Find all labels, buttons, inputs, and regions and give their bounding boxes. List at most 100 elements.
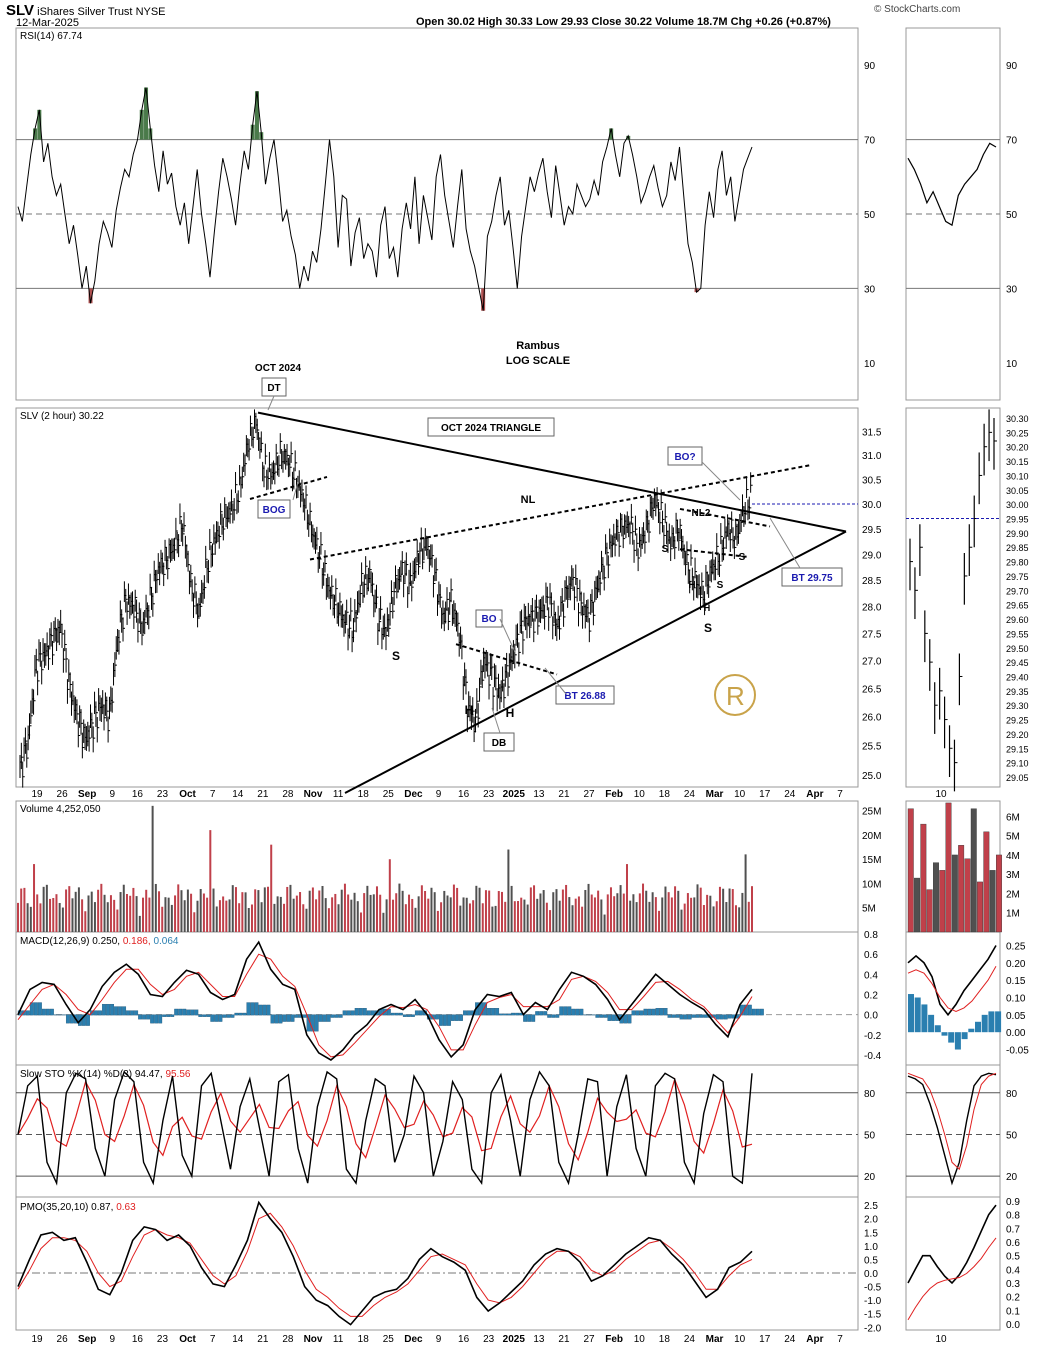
macd-histogram-bar [290, 1014, 295, 1022]
x-tick-label: 16 [458, 1334, 470, 1345]
pmo-y-tick: 1.0 [864, 1242, 878, 1253]
macd-histogram-bar [671, 1014, 676, 1018]
volume-bar [231, 885, 234, 932]
inset-rsi-y-tick: 50 [1006, 210, 1018, 221]
macd-histogram-bar [599, 1014, 604, 1018]
inset-price-y-tick: 29.40 [1006, 672, 1029, 682]
macd-histogram-bar [358, 1008, 363, 1016]
volume-y-tick: 20M [862, 831, 881, 842]
inset-panel-frame [905, 1196, 1001, 1331]
sto-y-tick: 80 [864, 1089, 876, 1100]
volume-y-tick: 5M [862, 904, 876, 915]
macd-histogram-bar [150, 1014, 155, 1024]
price-y-tick: 28.0 [862, 603, 882, 614]
inset-volume-bar [920, 823, 927, 933]
volume-bar [199, 889, 202, 932]
macd-histogram-bar [515, 1012, 520, 1016]
volume-bar [452, 884, 455, 932]
macd-histogram-bar [286, 1014, 291, 1022]
inset-macd-y-tick: 0.20 [1006, 959, 1026, 970]
volume-bar [52, 898, 55, 932]
volume-bar [603, 914, 606, 932]
volume-bar [497, 891, 500, 932]
x-tick-label: 17 [759, 789, 771, 800]
macd-histogram-bar [254, 1002, 259, 1016]
macd-histogram-bar [214, 1014, 219, 1022]
volume-bar [398, 883, 401, 932]
volume-bar [39, 903, 42, 932]
volume-bar [500, 891, 503, 932]
volume-bar [424, 890, 427, 932]
macd-histogram-bar [398, 1012, 403, 1016]
rsi-overbought-fill [148, 128, 153, 140]
volume-bar [523, 899, 526, 932]
volume-bar [491, 906, 494, 932]
macd-histogram-bar [463, 1010, 467, 1016]
triangle-lower-trendline [344, 530, 847, 794]
volume-bar [722, 888, 725, 932]
macd-histogram-bar [611, 1014, 616, 1021]
x-tick-label: Dec [404, 1334, 423, 1345]
macd-histogram-bar [53, 1014, 58, 1016]
volume-bar [42, 886, 45, 932]
inset-price-y-tick: 30.00 [1006, 500, 1029, 510]
x-tick-label: Apr [806, 1334, 823, 1345]
macd-histogram-bar [45, 1008, 50, 1016]
volume-bar [718, 886, 721, 932]
x-tick-label: Mar [706, 789, 724, 800]
inset-macd-histogram-bar [941, 1032, 948, 1036]
annotation-s2: S [739, 552, 746, 563]
volume-bar [741, 892, 744, 932]
volume-bar [202, 893, 205, 932]
inset-panel-frame [905, 407, 1001, 788]
inset-pmo-y-tick: 0.7 [1006, 1224, 1020, 1235]
macd-histogram-bar [166, 1014, 171, 1017]
annotation-s3: S [392, 649, 400, 663]
volume-bar [363, 893, 366, 932]
volume-y-tick: 25M [862, 807, 881, 818]
pmo-y-tick: -1.0 [864, 1296, 882, 1307]
rambus-logo-ring [714, 674, 756, 716]
macd-histogram-bar [467, 1010, 471, 1016]
rsi-overbought-fill [609, 128, 614, 140]
macd-histogram-bar [543, 1011, 548, 1016]
sto-title: Slow STO %K(14) %D(3) 94.47, 95.56 [20, 1069, 191, 1080]
x-tick-label: 13 [533, 1334, 545, 1345]
macd-histogram-bar [759, 1008, 764, 1016]
inset-macd-histogram-bar [921, 1004, 928, 1033]
volume-bar [234, 887, 237, 932]
macd-histogram-bar [218, 1014, 223, 1022]
pmo-signal-line [17, 1212, 753, 1317]
macd-histogram-bar [675, 1014, 680, 1018]
x-tick-label: 27 [584, 789, 596, 800]
volume-bar [670, 897, 673, 932]
neckline-dashed [309, 463, 813, 561]
sto-y-tick: 20 [864, 1172, 876, 1183]
volume-bar [648, 901, 651, 932]
x-tick-label: 9 [110, 1334, 116, 1345]
macd-histogram-bar [346, 1010, 351, 1016]
volume-bar [709, 895, 712, 932]
volume-bar [545, 902, 548, 932]
volume-bar [222, 896, 225, 932]
volume-bar [555, 889, 558, 932]
macd-histogram-bar [98, 1010, 102, 1016]
macd-histogram-bar [643, 1008, 648, 1016]
macd-histogram-bar [575, 1008, 580, 1016]
macd-histogram-bar [459, 1014, 463, 1021]
inset-macd-y-tick: 0.15 [1006, 976, 1026, 987]
inset-macd-histogram-bar [968, 1028, 975, 1033]
macd-histogram-bar [146, 1014, 151, 1020]
inset-sto-y-tick: 20 [1006, 1172, 1018, 1183]
volume-bar [622, 893, 625, 932]
macd-histogram-bar [430, 1014, 435, 1020]
x-tick-label: 24 [784, 1334, 796, 1345]
volume-bar [33, 864, 36, 932]
x-tick-label: 27 [584, 1334, 596, 1345]
x-tick-label: Feb [605, 1334, 623, 1345]
volume-bar [725, 902, 728, 932]
volume-bar [565, 884, 568, 932]
volume-bar [122, 884, 125, 932]
macd-histogram-bar [547, 1014, 552, 1018]
volume-bar [286, 886, 289, 932]
